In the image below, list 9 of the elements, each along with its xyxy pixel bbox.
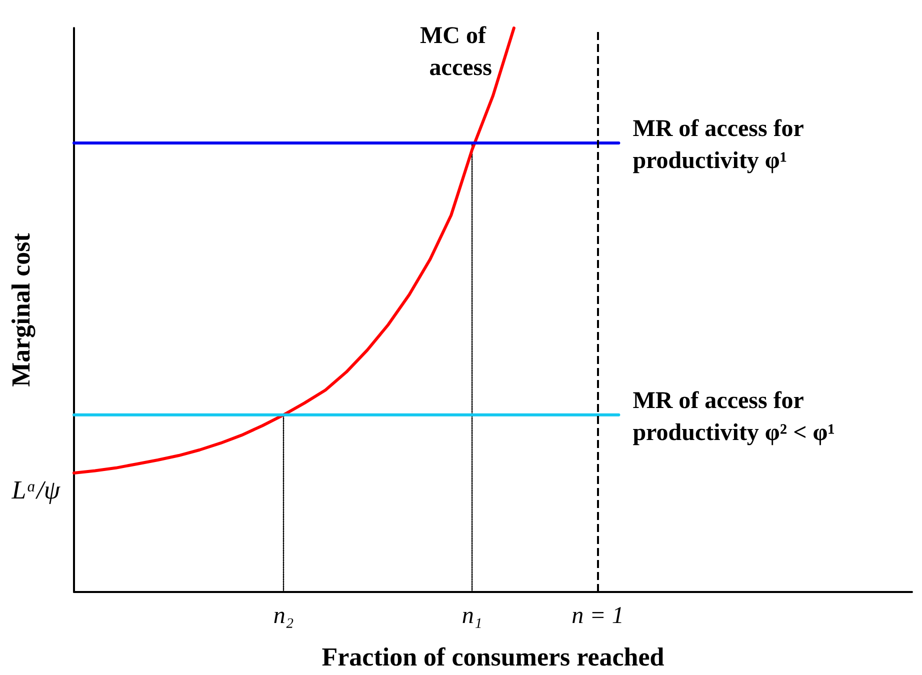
- text: Lᵅ/ψ: [10, 476, 61, 504]
- y-axis-title: Marginal cost: [6, 232, 36, 387]
- series-label: MC of access: [420, 23, 492, 81]
- x-tick-label: n = 1: [572, 603, 624, 629]
- x-tick-label: n₂: [273, 603, 294, 629]
- x-axis-title: Fraction of consumers reached: [322, 642, 665, 672]
- series-label: MR of access for productivity φ¹: [632, 116, 810, 174]
- x-tick-label: n₁: [462, 603, 482, 629]
- series-label: MR of access for productivity φ² < φ¹: [632, 388, 835, 446]
